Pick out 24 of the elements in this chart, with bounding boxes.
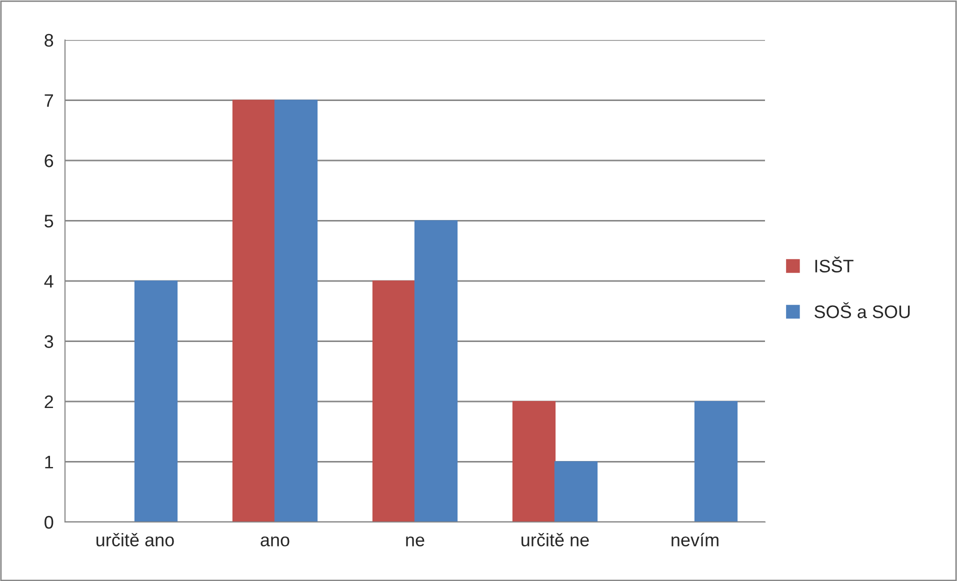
bar bbox=[694, 400, 738, 522]
y-tick-label: 1 bbox=[45, 456, 54, 468]
x-tick-label: ne bbox=[406, 536, 424, 546]
x-tick-label: nevím bbox=[672, 532, 718, 546]
bar bbox=[554, 461, 598, 522]
legend-label: ISŠT bbox=[815, 256, 854, 272]
y-tick-label: 3 bbox=[44, 335, 54, 348]
x-tick-label: určitě ne bbox=[522, 533, 589, 546]
bar bbox=[134, 280, 178, 522]
y-tick-label: 6 bbox=[44, 154, 54, 168]
x-tick-label: ano bbox=[260, 536, 290, 546]
bar bbox=[232, 100, 276, 522]
y-tick-label: 5 bbox=[44, 214, 54, 228]
bar bbox=[414, 220, 458, 522]
bar bbox=[274, 100, 318, 522]
y-tick-label: 2 bbox=[44, 395, 53, 408]
y-tick-label: 8 bbox=[44, 34, 54, 47]
y-tick-label: 0 bbox=[44, 516, 54, 529]
y-tick-label: 7 bbox=[44, 94, 53, 107]
bar bbox=[512, 400, 556, 522]
legend-label: SOŠ a SOU bbox=[814, 302, 910, 318]
y-tick-label: 4 bbox=[44, 275, 54, 288]
x-tick-label: určitě ano bbox=[96, 533, 174, 546]
bar bbox=[372, 280, 416, 522]
